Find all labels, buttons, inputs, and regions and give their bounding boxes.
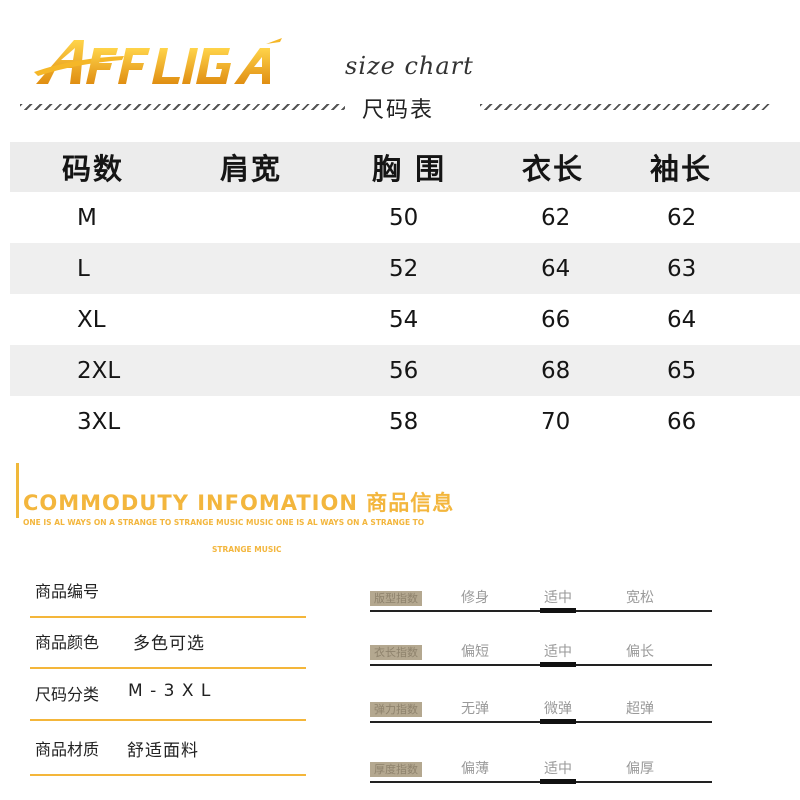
scale-option-selected: 适中 [544,644,572,660]
table-row: 3XL 58 70 66 [10,396,800,447]
decorative-divider-left [20,104,345,110]
column-header-length: 衣长 [522,152,585,186]
info-label: 尺码分类 [35,685,100,704]
sleeve-cell: 65 [667,357,697,384]
sleeve-cell: 62 [667,204,697,231]
column-header-size: 码数 [62,152,125,186]
size-chart-title: size chart [345,52,474,80]
scale-swatch: 衣长指数 [370,645,422,660]
elasticity-scale: 弹力指数 无弹 微弹 超弹 [370,702,712,724]
info-row-material: 商品材质 舒适面料 [30,736,306,776]
table-row: 2XL 56 68 65 [10,345,800,396]
size-chart-title-cn: 尺码表 [362,98,435,123]
info-label: 商品材质 [35,740,100,759]
commodity-section-subtitle-2: STRANGE MUSIC [212,545,282,554]
column-header-sleeve: 袖长 [650,152,713,186]
sleeve-cell: 64 [667,306,697,333]
info-value: M - 3 X L [128,681,212,701]
decorative-divider-right [480,104,770,110]
scale-option: 宽松 [626,590,654,606]
length-cell: 64 [541,255,571,282]
info-underline [30,719,306,721]
info-label: 商品编号 [35,582,100,601]
table-row: M 50 62 62 [10,192,800,243]
length-cell: 62 [541,204,571,231]
scale-swatch: 弹力指数 [370,702,422,717]
sleeve-cell: 63 [667,255,697,282]
scale-swatch: 版型指数 [370,591,422,606]
scale-option: 偏短 [461,644,489,660]
size-cell: L [77,255,90,282]
info-value: 舒适面料 [127,741,199,761]
size-cell: 2XL [77,357,121,384]
info-row-color: 商品颜色 多色可选 [30,629,306,669]
chest-cell: 54 [389,306,419,333]
length-scale: 衣长指数 偏短 适中 偏长 [370,645,712,667]
section-accent-bar [16,463,19,518]
scale-option: 偏薄 [461,761,489,777]
thickness-scale: 厚度指数 偏薄 适中 偏厚 [370,762,712,784]
scale-option: 偏长 [626,644,654,660]
scale-option: 偏厚 [626,761,654,777]
column-header-chest: 胸 围 [372,152,447,186]
scale-swatch: 厚度指数 [370,762,422,777]
size-cell: XL [77,306,106,333]
length-cell: 70 [541,408,571,435]
info-row-size-range: 尺码分类 M - 3 X L [30,681,306,721]
info-value: 多色可选 [133,634,205,654]
commodity-section-subtitle: ONE IS AL WAYS ON A STRANGE TO STRANGE M… [23,518,425,527]
table-header-row: 码数 肩宽 胸 围 衣长 袖长 [10,142,800,192]
size-cell: M [77,204,97,231]
commodity-section-title: COMMODUTY INFOMATION 商品信息 [23,491,455,515]
fit-scale: 版型指数 修身 适中 宽松 [370,591,712,613]
chest-cell: 52 [389,255,419,282]
scale-option: 修身 [461,590,489,606]
chest-cell: 50 [389,204,419,231]
length-cell: 66 [541,306,571,333]
scale-option-selected: 适中 [544,761,572,777]
column-header-shoulder: 肩宽 [220,152,283,186]
chest-cell: 56 [389,357,419,384]
scale-selected-marker [540,608,576,613]
scale-selected-marker [540,662,576,667]
scale-option: 无弹 [461,701,489,717]
scale-selected-marker [540,719,576,724]
brand-logo [34,38,284,86]
info-underline [30,667,306,669]
scale-selected-marker [540,779,576,784]
length-cell: 68 [541,357,571,384]
info-underline [30,774,306,776]
scale-option-selected: 适中 [544,590,572,606]
info-underline [30,616,306,618]
size-table: 码数 肩宽 胸 围 衣长 袖长 M 50 62 62 L 52 64 63 XL… [10,142,800,447]
table-row: XL 54 66 64 [10,294,800,345]
scale-option-selected: 微弹 [544,701,572,717]
affliga-logo-icon [34,38,282,84]
table-row: L 52 64 63 [10,243,800,294]
chest-cell: 58 [389,408,419,435]
size-cell: 3XL [77,408,121,435]
info-label: 商品颜色 [35,633,100,652]
info-row-product-number: 商品编号 [30,578,306,618]
scale-option: 超弹 [626,701,654,717]
sleeve-cell: 66 [667,408,697,435]
